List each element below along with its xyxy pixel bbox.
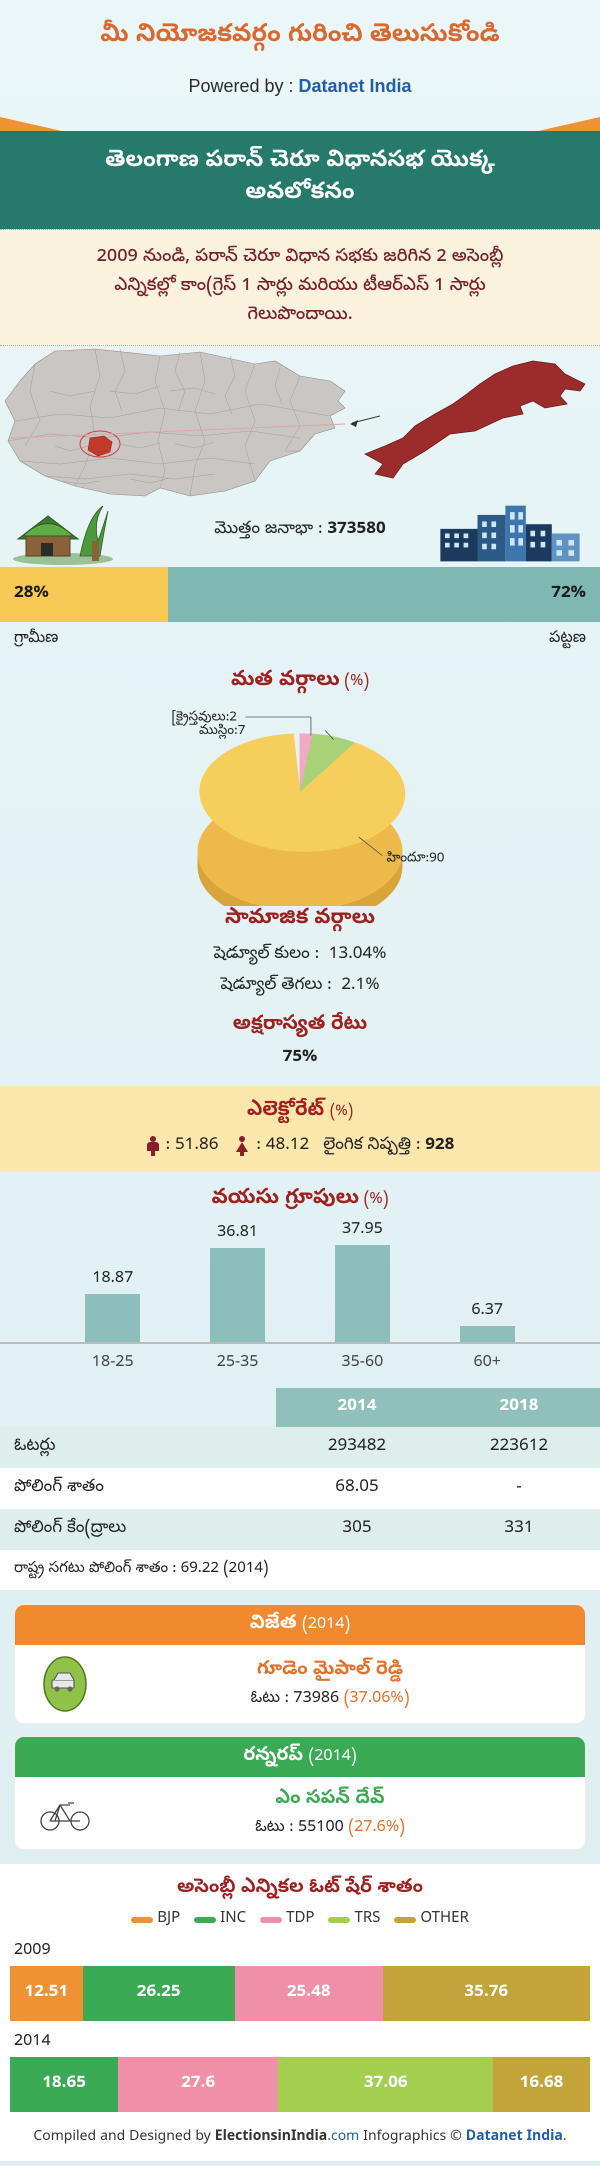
svg-text:ముస్లిం:7: ముస్లిం:7	[199, 723, 246, 741]
svg-text:హిందూ:90: హిందూ:90	[387, 850, 445, 868]
